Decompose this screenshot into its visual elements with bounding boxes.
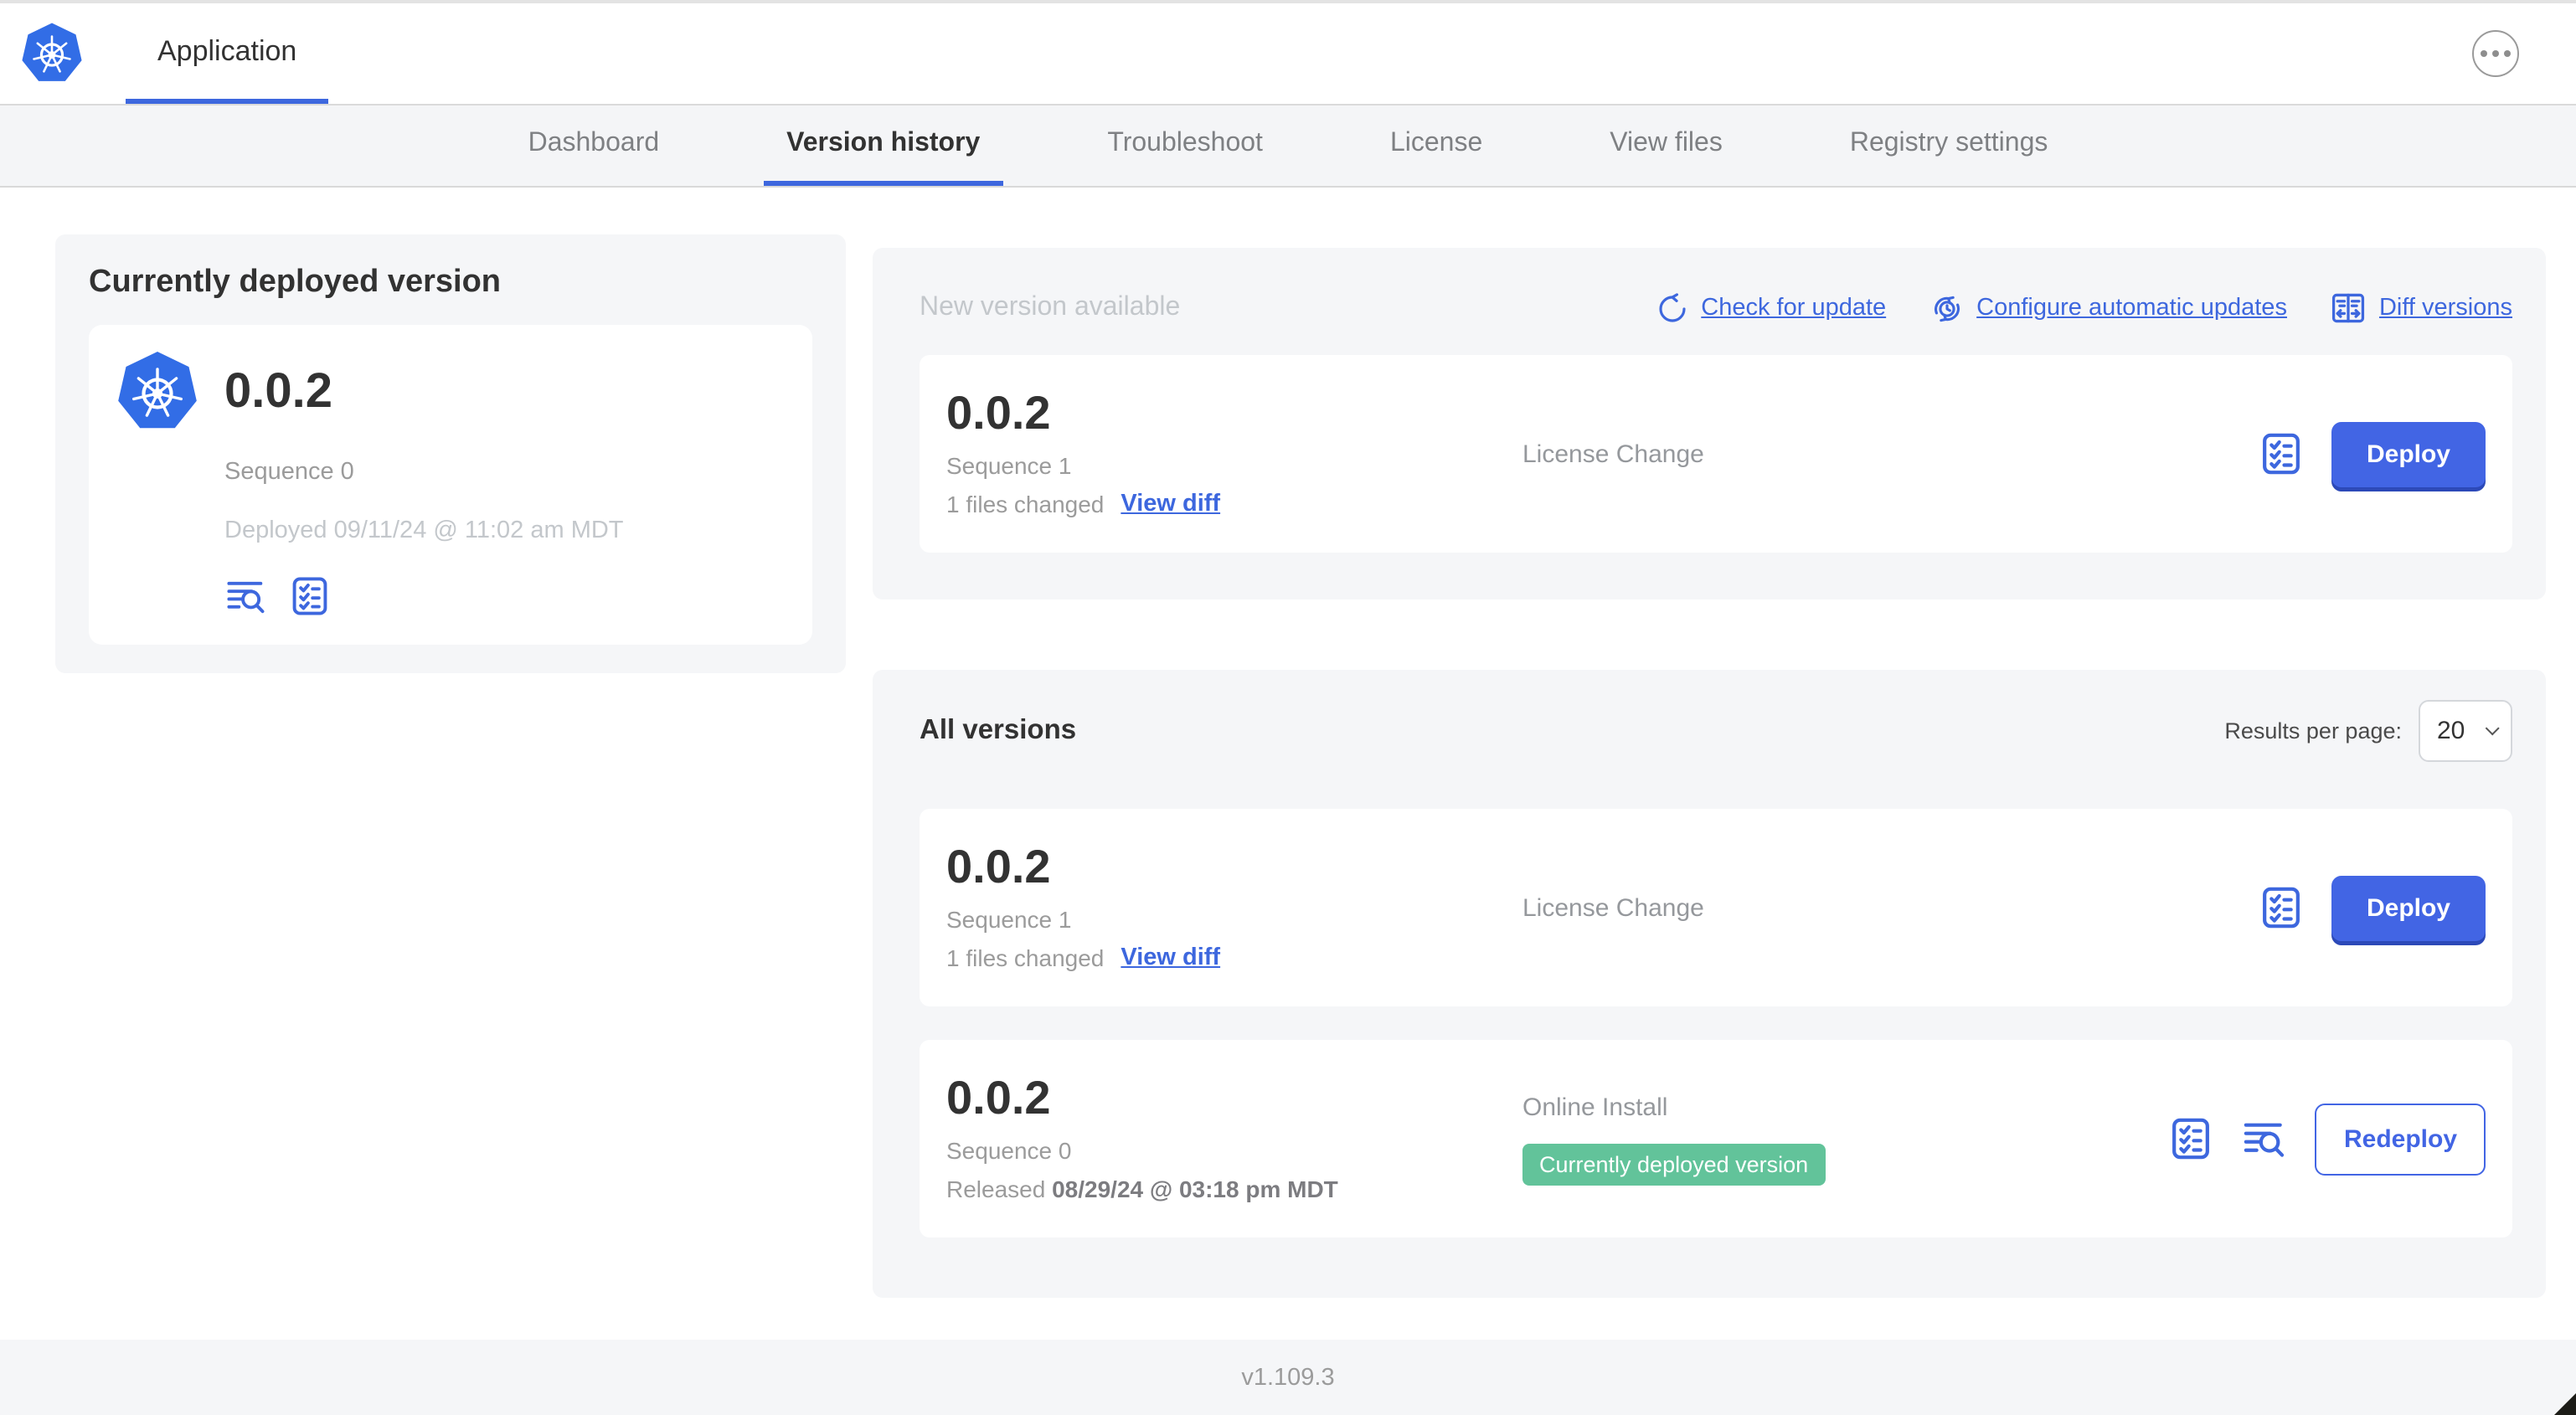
more-options-button[interactable] [2472,30,2519,77]
all-versions-title: All versions [920,714,1077,744]
new-version-panel: New version available Check for update C… [873,248,2546,599]
nav-tab-license[interactable]: License [1389,128,1483,157]
release-notes-icon[interactable] [2258,430,2305,477]
mouse-cursor [2554,1393,2576,1415]
tab-application[interactable]: Application [126,3,329,104]
currently-deployed-badge: Currently deployed version [1522,1143,1826,1185]
deploy-button[interactable]: Deploy [2331,421,2486,486]
release-notes-icon[interactable] [2258,884,2305,931]
refresh-icon [1658,292,1685,322]
version-source-label: License Change [1522,893,1704,922]
sequence-label: Sequence 1 [946,906,1072,933]
deploy-button[interactable]: Deploy [2331,875,2486,940]
nav-tab-version-history[interactable]: Version history [763,105,1004,186]
logs-icon[interactable] [2242,1115,2289,1162]
view-diff-link[interactable]: View diff [1121,944,1221,971]
view-diff-link[interactable]: View diff [1121,491,1221,517]
released-timestamp: Released 08/29/24 @ 03:18 pm MDT [946,1176,1338,1202]
nav-tab-troubleshoot[interactable]: Troubleshoot [1107,128,1263,157]
configure-automatic-updates-link[interactable]: Configure automatic updates [1929,291,2287,326]
kubernetes-logo-icon [20,21,84,85]
version-number: 0.0.2 [946,387,1051,439]
ellipsis-icon [2481,50,2487,57]
results-per-page-label: Results per page: [2224,718,2402,743]
version-row: 0.0.2 Sequence 1 1 files changed View di… [920,809,2512,1006]
current-deployed-timestamp: Deployed 09/11/24 @ 11:02 am MDT [224,517,624,544]
version-number: 0.0.2 [946,841,1051,893]
diff-versions-link[interactable]: Diff versions [2331,290,2512,327]
version-row: 0.0.2 Sequence 0 Released 08/29/24 @ 03:… [920,1040,2512,1237]
version-source-label: Online Install [1522,1093,1668,1121]
diff-icon [2332,293,2366,323]
redeploy-button[interactable]: Redeploy [2315,1103,2486,1175]
currently-deployed-title: Currently deployed version [89,265,502,300]
version-source-label: License Change [1522,440,1704,468]
kubernetes-app-icon [116,350,199,434]
current-sequence-label: Sequence 0 [224,459,354,486]
current-version-number: 0.0.2 [224,364,332,418]
top-bar: Application [0,3,2576,105]
nav-tab-view-files[interactable]: View files [1610,128,1723,157]
versions-column: New version available Check for update C… [873,234,2546,1340]
new-version-row: 0.0.2 Sequence 1 1 files changed View di… [920,355,2512,553]
version-number: 0.0.2 [946,1072,1051,1124]
nav-tab-registry-settings[interactable]: Registry settings [1849,128,2048,157]
release-notes-icon[interactable] [288,573,335,620]
logs-icon[interactable] [224,573,271,620]
nav-tab-dashboard[interactable]: Dashboard [528,128,660,157]
files-changed-label: 1 files changed [946,491,1105,517]
sequence-label: Sequence 0 [946,1137,1072,1164]
files-changed-label: 1 files changed [946,944,1105,971]
footer: v1.109.3 [0,1340,2576,1415]
release-notes-icon[interactable] [2168,1115,2215,1162]
currently-deployed-panel: Currently deployed version 0.0.2 Sequenc… [55,234,846,673]
window-top-edge [0,0,2576,3]
sequence-label: Sequence 1 [946,452,1072,479]
results-per-page-select[interactable]: 20 [2419,699,2512,761]
new-version-title: New version available [920,293,1181,322]
all-versions-panel: All versions Results per page: 20 0.0 [873,670,2546,1298]
check-for-update-link[interactable]: Check for update [1654,291,1886,326]
admin-console-version: v1.109.3 [1241,1364,1335,1391]
app-tab-label: Application [157,34,297,66]
auto-update-clock-icon [1935,295,1960,322]
app-nav: Dashboard Version history Troubleshoot L… [0,105,2576,188]
main-content: Currently deployed version 0.0.2 Sequenc… [0,188,2576,1340]
currently-deployed-card: 0.0.2 Sequence 0 Deployed 09/11/24 @ 11:… [89,325,812,645]
